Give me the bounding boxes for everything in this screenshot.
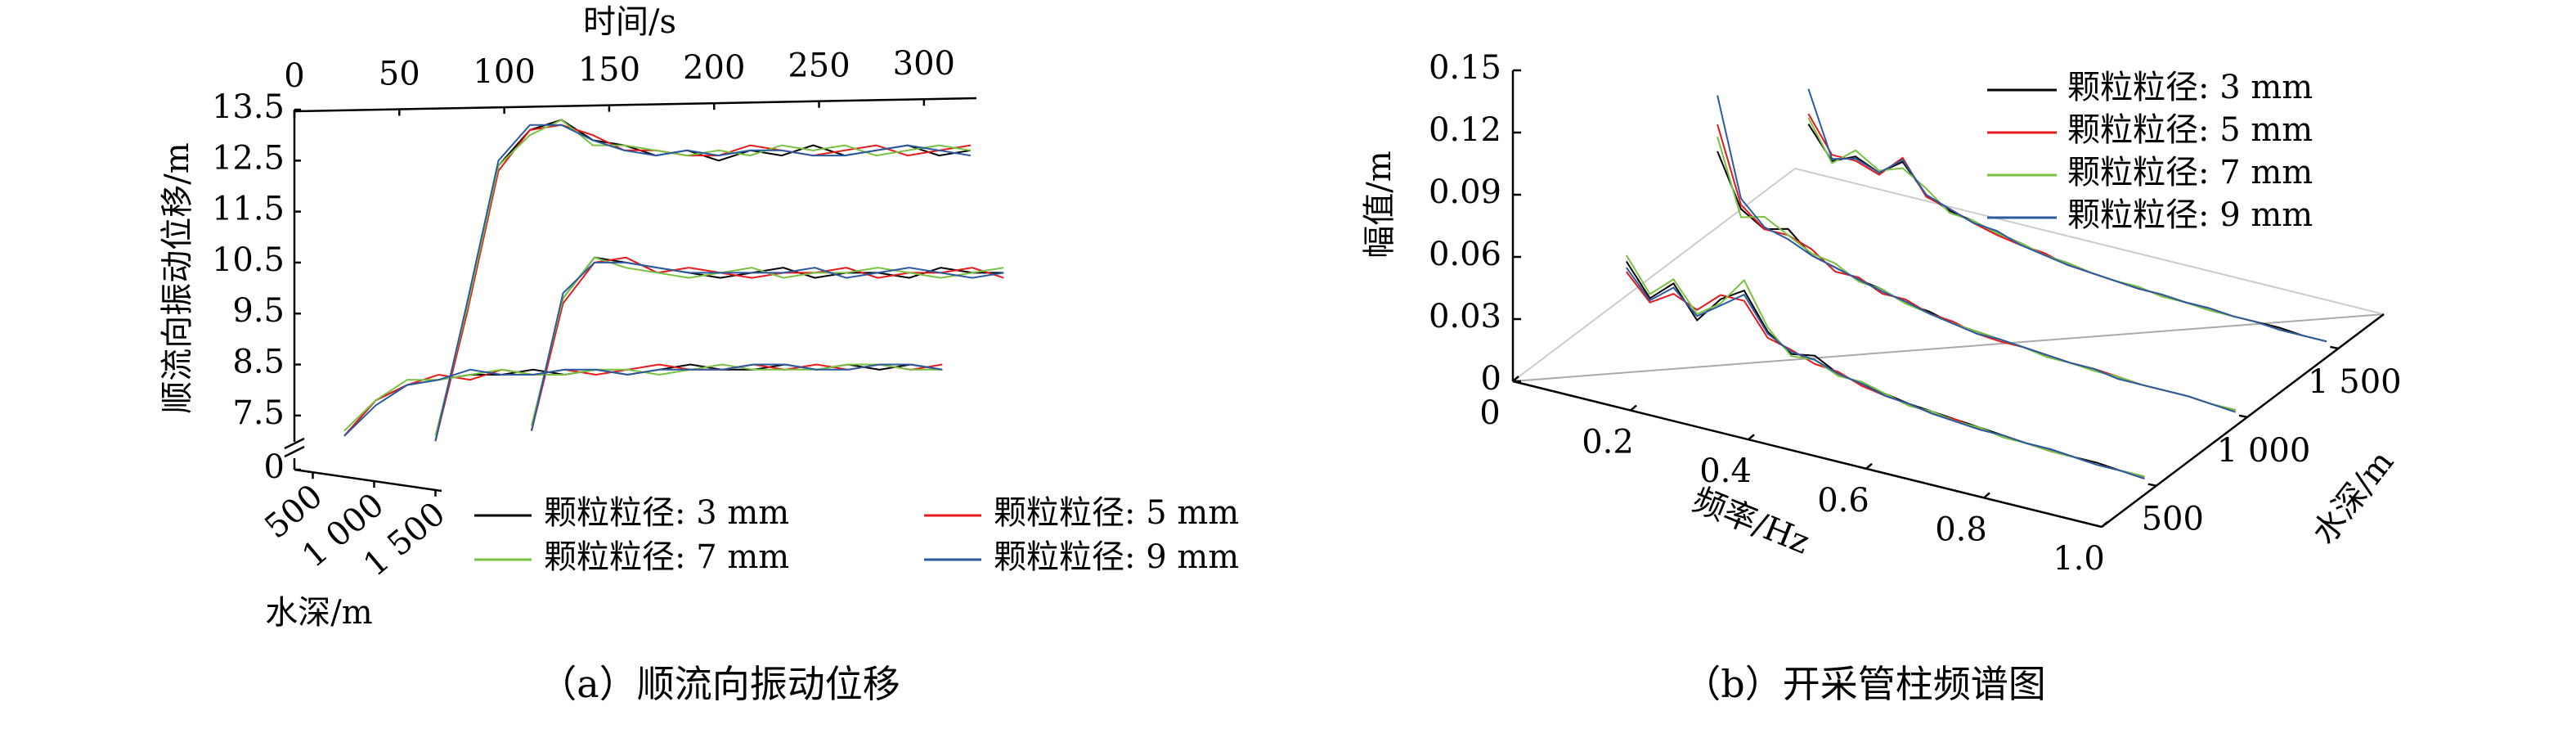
data-line xyxy=(531,256,1004,426)
data-line xyxy=(1717,95,2237,413)
back-line xyxy=(1794,168,2385,315)
x-tick-label: 0.6 xyxy=(1817,482,1869,520)
legend-label: 颗粒粒径: 5 mm xyxy=(994,494,1239,532)
caption: （b）开采管柱频谱图 xyxy=(1683,662,2045,706)
tick-mark xyxy=(1630,404,1637,412)
legend-label: 颗粒粒径: 7 mm xyxy=(544,538,789,576)
legend-label: 颗粒粒径: 3 mm xyxy=(2067,69,2313,106)
data-line xyxy=(343,363,943,437)
y-tick-label: 9.5 xyxy=(232,292,285,330)
x-tick-label: 100 xyxy=(473,53,535,91)
tick-mark xyxy=(2238,414,2248,419)
y-tick-label: 7.5 xyxy=(232,394,285,432)
x-tick-label: 0.2 xyxy=(1582,424,1634,461)
data-line xyxy=(531,261,1004,431)
y-tick-label: 0 xyxy=(264,448,285,486)
axis-title: 水深/m xyxy=(2305,443,2401,551)
y-tick-label: 0.15 xyxy=(1429,49,1501,87)
y-tick-label: 8.5 xyxy=(232,344,285,381)
data-line xyxy=(434,124,972,442)
data-line xyxy=(1625,267,2145,480)
x-tick-label: 0.4 xyxy=(1699,452,1752,490)
data-line xyxy=(434,119,972,442)
data-line xyxy=(343,363,943,432)
y-tick-label: 0.12 xyxy=(1429,111,1501,149)
data-line xyxy=(531,256,1004,431)
tick-mark xyxy=(1512,376,1519,382)
legend-label: 颗粒粒径: 7 mm xyxy=(2067,154,2313,191)
data-line xyxy=(1626,271,2145,480)
y-tick-label: 13.5 xyxy=(212,88,285,126)
axis-title: 时间/s xyxy=(583,3,676,41)
y-tick-label: 0.06 xyxy=(1429,236,1501,273)
axis-title: 幅值/m xyxy=(1361,151,1398,258)
tick-mark xyxy=(1983,492,1990,499)
tick-mark xyxy=(1748,434,1755,441)
x-tick-label: 0.8 xyxy=(1935,511,1987,548)
axis-line xyxy=(1512,380,2103,529)
data-line xyxy=(1807,88,2327,343)
x-tick-label: 0 xyxy=(1479,394,1500,432)
back-line xyxy=(1512,313,2385,382)
tick-mark xyxy=(2101,521,2108,528)
y-tick-label: 0 xyxy=(1481,360,1501,398)
x-tick-label: 0 xyxy=(284,57,304,95)
tick-mark xyxy=(2330,345,2339,350)
x-tick-label: 300 xyxy=(893,45,955,83)
y-tick-label: 11.5 xyxy=(212,191,285,228)
axis-line xyxy=(2101,313,2385,528)
x-tick-label: 250 xyxy=(788,47,850,85)
axis-line xyxy=(294,97,977,113)
axis-title: 水深/m xyxy=(265,594,372,632)
axis-break xyxy=(284,437,305,450)
data-line xyxy=(343,363,943,437)
legend-label: 颗粒粒径: 9 mm xyxy=(2067,196,2313,234)
y-tick-label: 12.5 xyxy=(212,139,285,177)
tick-mark xyxy=(1865,462,1873,470)
y-tick-label: 10.5 xyxy=(212,241,285,279)
y-tick-label: 0.09 xyxy=(1429,173,1501,211)
back-line xyxy=(1512,168,1796,382)
axis-break xyxy=(284,445,305,458)
legend-label: 颗粒粒径: 5 mm xyxy=(2067,111,2313,149)
x-tick-label: 1.0 xyxy=(2053,540,2105,578)
data-line xyxy=(1625,254,2145,478)
axis-line xyxy=(294,468,442,493)
z-tick-label: 1 000 xyxy=(2217,432,2311,470)
axis-title: 频率/Hz xyxy=(1687,481,1815,562)
legend-label: 颗粒粒径: 9 mm xyxy=(994,538,1239,576)
caption: （a）顺流向振动位移 xyxy=(539,662,900,706)
x-tick-label: 150 xyxy=(578,52,640,89)
y-tick-label: 0.03 xyxy=(1429,298,1501,335)
data-line xyxy=(531,256,1004,431)
z-tick-label: 500 xyxy=(2142,501,2204,538)
axis-title: 顺流向振动位移/m xyxy=(159,142,196,413)
data-line xyxy=(434,124,972,442)
x-tick-label: 50 xyxy=(379,56,420,93)
data-line xyxy=(343,363,943,437)
legend-label: 颗粒粒径: 3 mm xyxy=(544,494,789,532)
data-line xyxy=(434,119,972,437)
z-tick-label: 1 500 xyxy=(2308,363,2402,401)
x-tick-label: 200 xyxy=(683,49,745,87)
tick-mark xyxy=(2147,483,2157,487)
